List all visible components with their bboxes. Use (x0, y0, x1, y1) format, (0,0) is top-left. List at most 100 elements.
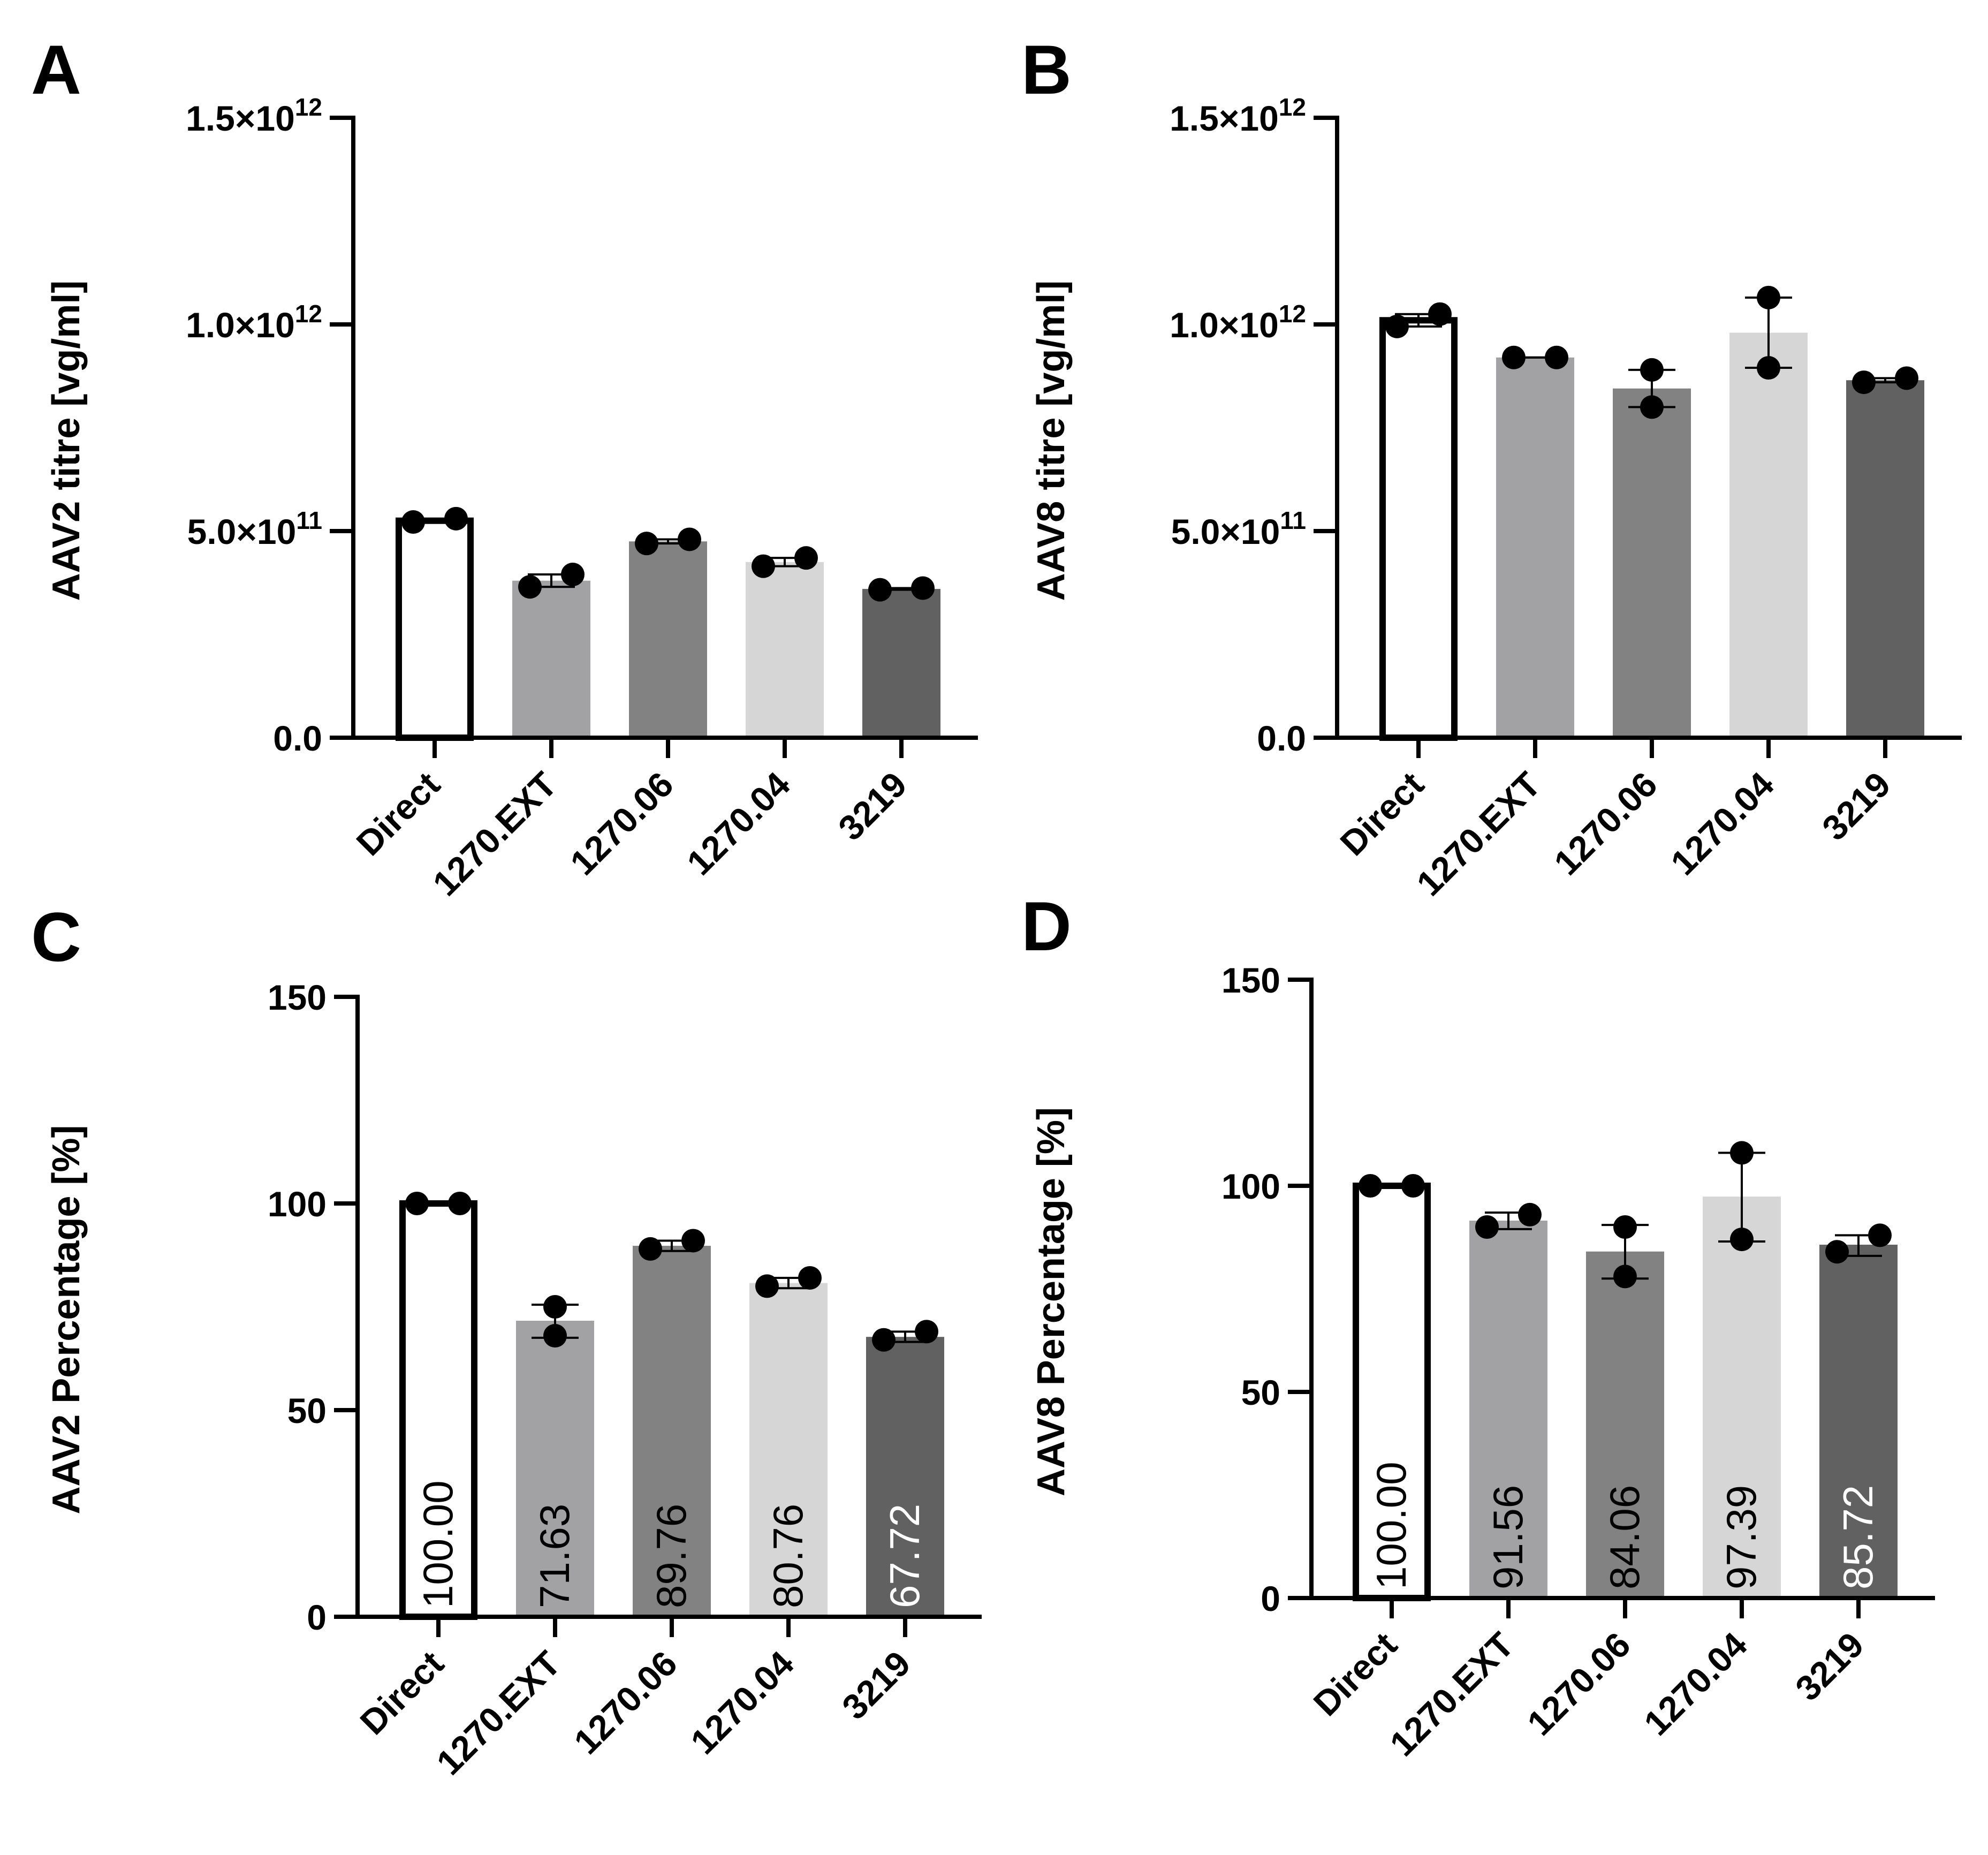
bar (862, 589, 940, 738)
bar (399, 1200, 477, 1620)
bar (866, 1337, 944, 1617)
data-point (1825, 1240, 1849, 1264)
bar (512, 580, 590, 738)
data-point (1518, 1202, 1542, 1226)
bar (749, 1283, 828, 1617)
y-axis-title: AAV2 Percentage [%] (45, 1125, 88, 1515)
y-tick-label: 1.5×1012 (1170, 93, 1306, 138)
data-point (681, 1229, 705, 1253)
data-label: 71.63 (531, 1504, 578, 1608)
data-label: 67.72 (881, 1504, 928, 1608)
data-point (1385, 314, 1409, 338)
category-label: 3219 (1815, 764, 1898, 848)
y-axis-title: AAV8 Percentage [%] (1030, 1107, 1073, 1496)
data-point (561, 563, 585, 587)
bar (1469, 1220, 1547, 1598)
data-point (755, 1274, 779, 1298)
data-point (1359, 1174, 1382, 1198)
bar (629, 541, 707, 738)
panel-letter: D (1021, 887, 1072, 965)
category-label: 3219 (831, 764, 914, 848)
data-label: 85.72 (1834, 1485, 1881, 1589)
data-point (911, 576, 935, 600)
data-point (794, 546, 818, 570)
y-tick-label: 5.0×1011 (1171, 506, 1306, 551)
data-point (401, 510, 425, 534)
bar (1729, 332, 1808, 738)
data-point (1640, 358, 1664, 382)
data-point (1757, 285, 1780, 309)
data-point (872, 1328, 896, 1352)
category-label: Direct (1332, 764, 1431, 864)
y-tick-label: 150 (268, 978, 327, 1017)
data-point (543, 1324, 567, 1348)
category-label: 1270.04 (679, 764, 798, 882)
y-tick-label: 1.0×1012 (1170, 300, 1306, 345)
panel-a: A AAV2 titre [vg/ml] Direct1270.EXT1270.06… (31, 31, 978, 903)
y-tick-label: 0.0 (273, 718, 322, 758)
data-point (798, 1266, 822, 1290)
category-label: 1270.04 (1663, 764, 1781, 882)
data-point (1545, 345, 1568, 369)
data-point (444, 506, 468, 531)
category-label: 1270.EXT (1382, 1625, 1521, 1764)
y-axis-title: AAV8 titre [vg/ml] (1030, 281, 1073, 601)
data-point (678, 527, 701, 551)
y-tick-label: 0 (1261, 1579, 1280, 1618)
category-label: 1270.04 (683, 1643, 801, 1761)
y-axis-title: AAV2 titre [vg/ml] (45, 281, 88, 601)
category-label: 1270.EXT (425, 764, 564, 904)
data-label: 100.00 (414, 1480, 461, 1608)
data-point (448, 1192, 472, 1215)
data-point (915, 1320, 938, 1344)
data-point (1640, 395, 1664, 419)
y-tick-label: 0.0 (1257, 718, 1306, 758)
data-point (1757, 356, 1780, 380)
panel-letter: C (31, 898, 81, 976)
category-label: 1270.04 (1636, 1624, 1755, 1743)
data-point (868, 578, 892, 602)
data-point (1428, 302, 1452, 326)
data-point (518, 575, 542, 599)
bar (1586, 1251, 1664, 1598)
data-point (752, 554, 775, 578)
bar (633, 1246, 711, 1617)
category-label: Direct (348, 764, 447, 864)
bar (1496, 357, 1574, 738)
data-label: 89.76 (648, 1504, 695, 1608)
data-point (1730, 1228, 1754, 1252)
data-label: 84.06 (1601, 1485, 1648, 1589)
panel-b: B AAV8 titre [vg/ml] Direct1270.EXT1270.06… (1021, 31, 1962, 903)
data-point (1613, 1265, 1637, 1289)
panel-letter: A (31, 31, 81, 109)
category-label: 1270.EXT (1409, 764, 1548, 904)
category-label: 3219 (834, 1644, 918, 1727)
y-tick-label: 50 (1241, 1373, 1280, 1412)
data-point (1613, 1215, 1637, 1239)
data-point (1895, 366, 1918, 390)
data-point (635, 532, 658, 556)
panel-d: D AAV8 Percentage [%] 100.00 Direct 91.56 127… (1021, 887, 1935, 1763)
data-point (1852, 370, 1876, 395)
category-label: Direct (352, 1644, 451, 1743)
y-tick-label: 0 (307, 1597, 327, 1637)
category-label: 1270.06 (1520, 1625, 1638, 1743)
bar (1379, 317, 1458, 741)
category-label: 1270.06 (566, 1644, 685, 1762)
data-point (405, 1192, 429, 1215)
bar (1613, 388, 1691, 738)
y-tick-label: 1.5×1012 (186, 93, 322, 138)
y-tick-label: 5.0×1011 (187, 506, 322, 551)
data-point (1401, 1174, 1425, 1198)
category-label: 1270.06 (1546, 764, 1665, 883)
data-label: 100.00 (1368, 1462, 1415, 1589)
bar (746, 562, 824, 738)
y-tick-label: 1.0×1012 (186, 300, 322, 345)
data-label: 97.39 (1718, 1485, 1765, 1589)
data-label: 91.56 (1484, 1485, 1531, 1589)
category-label: 1270.06 (563, 764, 681, 883)
panel-c: C AAV2 Percentage [%] 100.00 Direct 71.63 127… (31, 898, 982, 1782)
data-point (543, 1295, 567, 1319)
data-label: 80.76 (764, 1504, 811, 1608)
